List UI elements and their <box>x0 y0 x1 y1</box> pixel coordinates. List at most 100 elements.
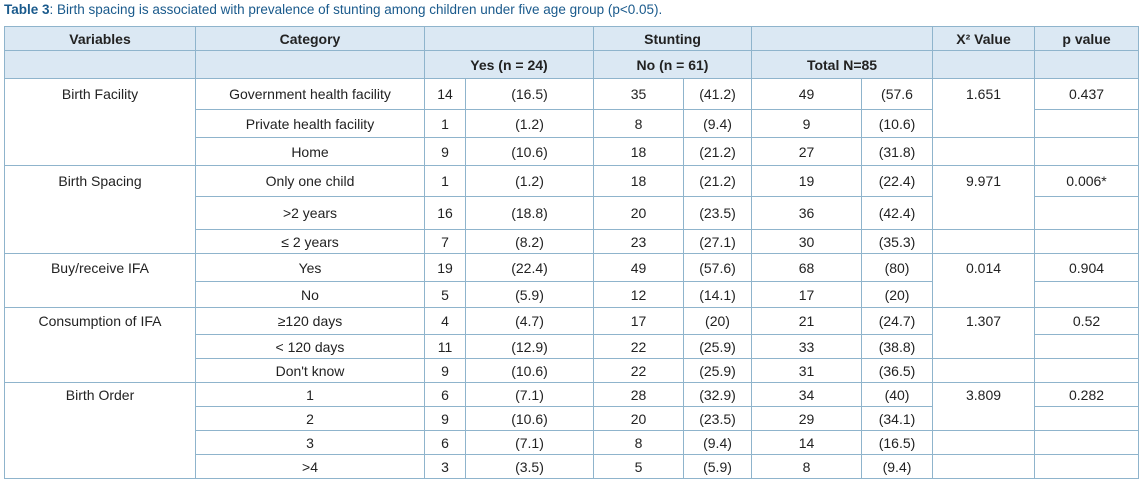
x2-value-cell <box>932 137 1036 166</box>
no-count-cell: 49 <box>593 253 684 282</box>
category-cell: >2 years <box>195 196 425 230</box>
variable-cell <box>4 430 196 455</box>
yes-percent-cell: (22.4) <box>465 253 594 282</box>
no-count-cell: 12 <box>593 281 684 308</box>
p-value-cell <box>1034 454 1140 479</box>
yes-count-cell: 6 <box>424 382 466 407</box>
yes-count-cell: 6 <box>424 430 466 455</box>
no-count-cell: 18 <box>593 165 684 197</box>
table-row: Private health facility 1 (1.2) 8 (9.4) 9 (10.… <box>4 109 1140 138</box>
x2-value-cell <box>932 109 1036 138</box>
x2-value-cell: 1.307 <box>932 307 1036 335</box>
category-cell: 1 <box>195 382 425 407</box>
no-percent-cell: (20) <box>682 307 753 335</box>
total-percent-cell: (35.3) <box>861 229 934 254</box>
x2-value-cell: 3.809 <box>932 382 1036 407</box>
yes-percent-cell: (10.6) <box>465 137 594 166</box>
total-percent-cell: (10.6) <box>861 109 934 138</box>
no-count-cell: 17 <box>593 307 684 335</box>
yes-percent-cell: (8.2) <box>465 229 594 254</box>
total-percent-cell: (24.7) <box>861 307 934 335</box>
category-cell: Only one child <box>195 165 425 197</box>
category-cell: Yes <box>195 253 425 282</box>
stunting-table: Variables Category Stunting X² Value p v… <box>4 26 1140 479</box>
category-cell: ≤ 2 years <box>195 229 425 254</box>
header-yes: Yes (n = 24) <box>424 50 594 79</box>
yes-count-cell: 3 <box>424 454 466 479</box>
header-blank <box>4 50 196 79</box>
p-value-cell: 0.437 <box>1034 78 1140 110</box>
total-count-cell: 68 <box>751 253 863 282</box>
x2-value-cell <box>932 334 1036 359</box>
header-variables: Variables <box>4 26 196 51</box>
p-value-cell: 0.904 <box>1034 253 1140 282</box>
total-percent-cell: (38.8) <box>861 334 934 359</box>
total-percent-cell: (16.5) <box>861 430 934 455</box>
yes-percent-cell: (10.6) <box>465 406 594 431</box>
header-row-1: Variables Category Stunting X² Value p v… <box>4 26 1140 51</box>
no-count-cell: 18 <box>593 137 684 166</box>
header-blank <box>1034 50 1140 79</box>
x2-value-cell <box>932 196 1036 230</box>
table-row: >2 years 16 (18.8) 20 (23.5) 36 (42.4) <box>4 196 1140 230</box>
total-percent-cell: (31.8) <box>861 137 934 166</box>
p-value-cell <box>1034 358 1140 383</box>
yes-percent-cell: (1.2) <box>465 165 594 197</box>
yes-count-cell: 5 <box>424 281 466 308</box>
category-cell: No <box>195 281 425 308</box>
total-count-cell: 30 <box>751 229 863 254</box>
variable-cell <box>4 229 196 254</box>
total-percent-cell: (22.4) <box>861 165 934 197</box>
yes-count-cell: 1 <box>424 109 466 138</box>
table-row: >4 3 (3.5) 5 (5.9) 8 (9.4) <box>4 454 1140 479</box>
p-value-cell <box>1034 109 1140 138</box>
category-cell: >4 <box>195 454 425 479</box>
p-value-cell <box>1034 229 1140 254</box>
table-row: Consumption of IFA ≥120 days 4 (4.7) 17 (20) 2… <box>4 307 1140 335</box>
no-count-cell: 5 <box>593 454 684 479</box>
variable-cell <box>4 454 196 479</box>
header-total: Total N=85 <box>751 50 934 79</box>
variable-cell <box>4 109 196 138</box>
variable-cell <box>4 196 196 230</box>
no-count-cell: 23 <box>593 229 684 254</box>
table-row: < 120 days 11 (12.9) 22 (25.9) 33 (38.8) <box>4 334 1140 359</box>
table-row: Birth Spacing Only one child 1 (1.2) 18 (21.2… <box>4 165 1140 197</box>
total-count-cell: 8 <box>751 454 863 479</box>
category-cell: Don't know <box>195 358 425 383</box>
no-percent-cell: (9.4) <box>682 430 753 455</box>
table-row: 2 9 (10.6) 20 (23.5) 29 (34.1) <box>4 406 1140 431</box>
yes-count-cell: 16 <box>424 196 466 230</box>
total-percent-cell: (42.4) <box>861 196 934 230</box>
p-value-cell <box>1034 196 1140 230</box>
total-percent-cell: (40) <box>861 382 934 407</box>
p-value-cell <box>1034 430 1140 455</box>
total-count-cell: 49 <box>751 78 863 110</box>
yes-count-cell: 9 <box>424 358 466 383</box>
header-blank-yes <box>424 26 594 51</box>
table-row: 3 6 (7.1) 8 (9.4) 14 (16.5) <box>4 430 1140 455</box>
header-no: No (n = 61) <box>592 50 753 79</box>
variable-cell <box>4 358 196 383</box>
no-count-cell: 20 <box>593 196 684 230</box>
total-count-cell: 17 <box>751 281 863 308</box>
p-value-cell <box>1034 281 1140 308</box>
category-cell: Home <box>195 137 425 166</box>
table-row: ≤ 2 years 7 (8.2) 23 (27.1) 30 (35.3) <box>4 229 1140 254</box>
no-percent-cell: (21.2) <box>682 137 753 166</box>
no-percent-cell: (32.9) <box>682 382 753 407</box>
total-percent-cell: (80) <box>861 253 934 282</box>
total-count-cell: 19 <box>751 165 863 197</box>
total-percent-cell: (34.1) <box>861 406 934 431</box>
caption-text: : Birth spacing is associated with preva… <box>49 2 663 17</box>
yes-percent-cell: (4.7) <box>465 307 594 335</box>
yes-count-cell: 9 <box>424 406 466 431</box>
total-percent-cell: (36.5) <box>861 358 934 383</box>
yes-percent-cell: (5.9) <box>465 281 594 308</box>
no-percent-cell: (25.9) <box>682 334 753 359</box>
header-p-value: p value <box>1034 26 1140 51</box>
no-percent-cell: (23.5) <box>682 406 753 431</box>
p-value-cell: 0.52 <box>1034 307 1140 335</box>
yes-percent-cell: (3.5) <box>465 454 594 479</box>
category-cell: Private health facility <box>195 109 425 138</box>
